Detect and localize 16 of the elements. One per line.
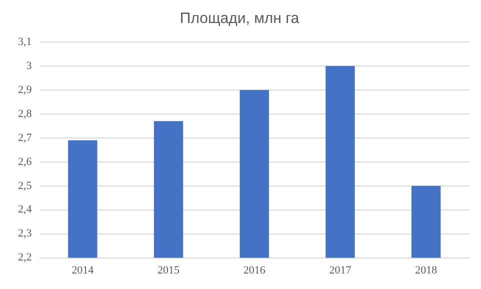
x-tick-label: 2016 xyxy=(243,264,266,276)
y-tick-label: 2,9 xyxy=(18,84,32,96)
x-tick-label: 2014 xyxy=(72,264,94,276)
y-tick-label: 2,6 xyxy=(18,156,32,168)
y-tick-label: 2,3 xyxy=(18,228,32,240)
y-tick-label: 2,7 xyxy=(18,132,32,144)
x-tick-label: 2017 xyxy=(329,264,352,276)
y-tick-label: 2,5 xyxy=(18,180,32,192)
y-tick-label: 3 xyxy=(26,60,32,72)
x-tick-label: 2018 xyxy=(415,264,438,276)
y-tick-label: 2,8 xyxy=(18,108,32,120)
y-tick-label: 3,1 xyxy=(18,36,32,48)
chart-title: Площади, млн га xyxy=(180,10,300,28)
y-tick-label: 2,4 xyxy=(18,204,32,216)
x-tick-label: 2015 xyxy=(158,264,180,276)
y-tick-label: 2,2 xyxy=(18,252,32,264)
